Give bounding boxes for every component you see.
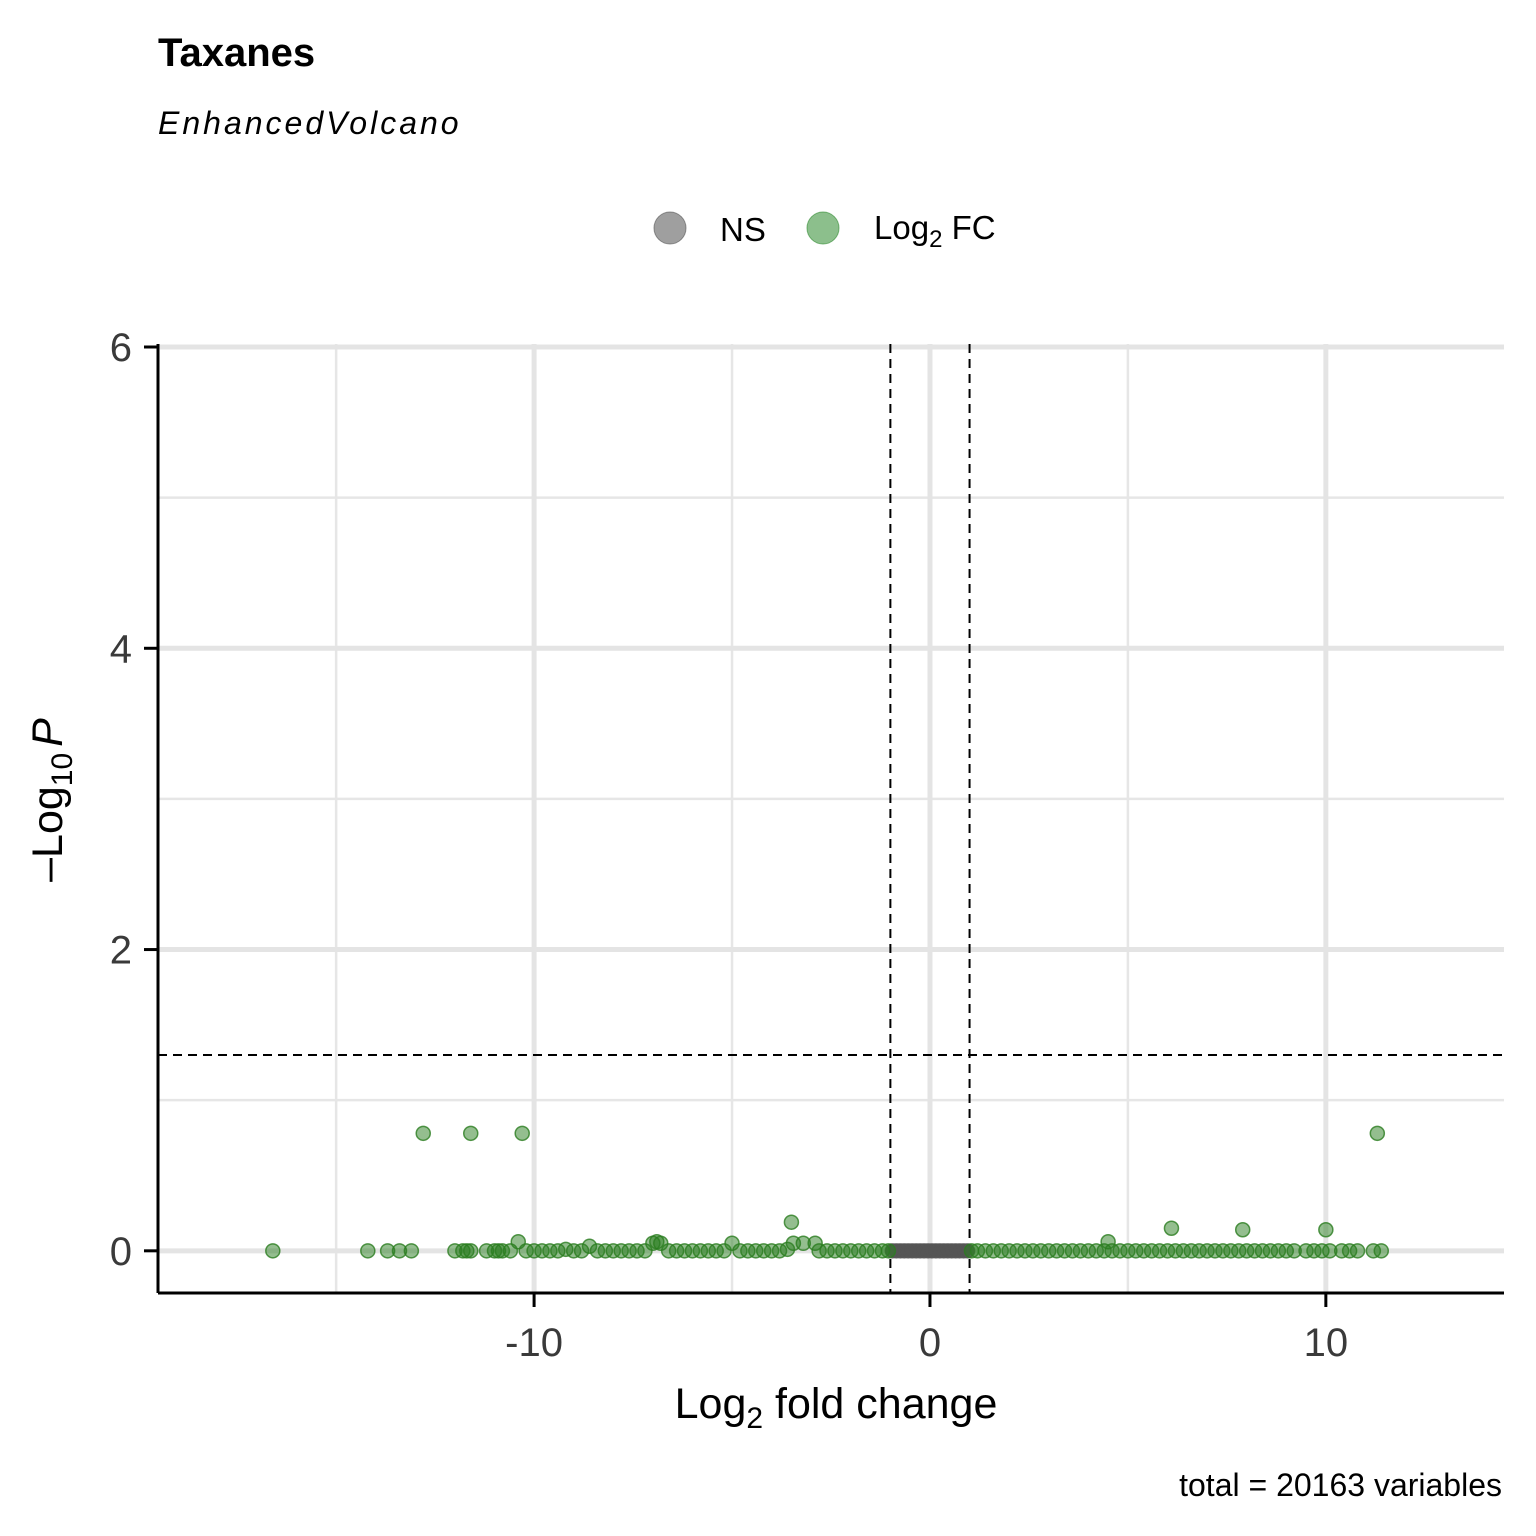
fc-point <box>514 1125 530 1142</box>
fc-point <box>360 1243 376 1259</box>
fc-point <box>1349 1243 1366 1259</box>
y-tick-label: 4 <box>110 627 132 671</box>
fc-point <box>1373 1243 1390 1259</box>
fc-point <box>403 1243 420 1259</box>
fc-point <box>1163 1220 1180 1236</box>
fc-point <box>880 1243 897 1259</box>
y-axis-label: –Log10P <box>24 718 79 882</box>
x-tick-label: 0 <box>919 1321 941 1365</box>
y-tick-label: 6 <box>110 326 132 370</box>
fc-point <box>462 1125 479 1142</box>
legend-ns-label: NS <box>720 211 766 248</box>
legend-fc-marker <box>806 211 840 245</box>
fc-point <box>462 1243 479 1259</box>
chart-title: Taxanes <box>158 31 315 75</box>
x-tick-label: -10 <box>505 1321 563 1365</box>
fc-point <box>1369 1125 1386 1142</box>
legend-ns-marker <box>653 211 687 245</box>
fc-point <box>415 1125 431 1142</box>
legend: NS Log2 FC <box>653 209 996 253</box>
y-tick-label: 2 <box>110 929 132 973</box>
fc-point <box>265 1243 281 1259</box>
chart-subtitle: EnhancedVolcano <box>158 105 462 141</box>
y-tick-label: 0 <box>110 1230 132 1274</box>
cutoff-lines <box>158 344 1504 1293</box>
fc-point <box>783 1214 800 1230</box>
axes <box>144 344 1504 1307</box>
fc-point <box>1318 1221 1334 1238</box>
data-points <box>265 1125 1390 1259</box>
legend-fc-label: Log2 FC <box>874 209 996 253</box>
fc-point <box>1234 1221 1251 1238</box>
x-axis-label: Log2 fold change <box>675 1380 998 1435</box>
tick-labels: 0 2 4 6 -10 0 10 <box>110 326 1348 1365</box>
grid <box>158 344 1504 1293</box>
x-tick-label: 10 <box>1304 1321 1349 1365</box>
caption: total = 20163 variables <box>1179 1467 1502 1503</box>
